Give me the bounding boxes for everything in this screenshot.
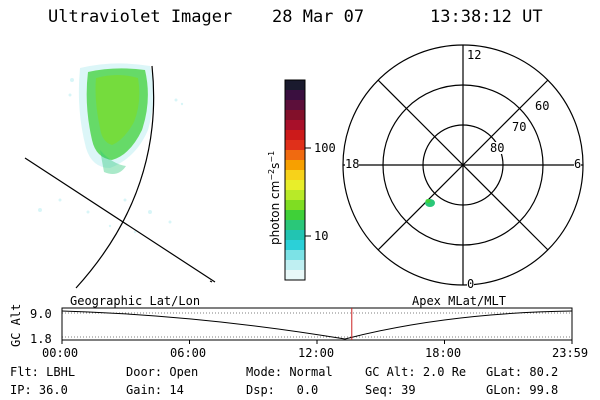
info-flt: Flt: LBHL (10, 365, 76, 379)
mlt-label-18: 18 (345, 157, 360, 171)
lat-label-70: 70 (512, 120, 527, 134)
timeline-altitude-curve (61, 310, 573, 340)
colorbar-cell (285, 100, 305, 111)
lat-label-60: 60 (535, 99, 550, 113)
info-glat: GLat: 80.2 (486, 365, 559, 379)
colorbar-tick-low-label: 10 (314, 229, 329, 243)
mlt-label-12: 12 (467, 48, 482, 62)
timeline-y-min: 1.8 (30, 332, 52, 346)
geographic-line-b (209, 280, 213, 283)
info-gain: Gain: 14 (126, 383, 184, 397)
info-gc-alt: GC Alt: 2.0 Re (365, 365, 467, 379)
info-ip: IP: 36.0 (10, 383, 68, 397)
colorbar-cell (285, 260, 305, 271)
timeline-y-max: 9.0 (30, 307, 52, 321)
timeline-tick-label-3: 18:00 (425, 346, 462, 360)
colorbar-cell (285, 150, 305, 161)
timeline-tick-label-4: 23:59 (552, 346, 589, 360)
timeline-tick-label-2: 12:00 (298, 346, 335, 360)
geographic-line-a (24, 157, 216, 283)
mlt-label-6: 6 (574, 157, 582, 171)
timeline-tick-label-0: 00:00 (42, 346, 79, 360)
colorbar-cell (285, 140, 305, 151)
lat-label-80: 80 (490, 141, 505, 155)
mlt-label-0: 0 (467, 277, 475, 291)
colorbar-cell (285, 230, 305, 241)
aurora-emission-blob (38, 63, 184, 234)
info-seq: Seq: 39 (365, 383, 416, 397)
colorbar-cell (285, 240, 305, 251)
colorbar-cell (285, 80, 305, 91)
colorbar-tick-high-label: 100 (314, 141, 336, 155)
colorbar-cell (285, 270, 305, 281)
observation-time: 13:38:12 UT (430, 7, 543, 27)
terminator-curve (75, 65, 155, 289)
polar-emission-spot (425, 199, 435, 207)
timeline-tick-label-1: 06:00 (170, 346, 207, 360)
colorbar-cell (285, 180, 305, 191)
polar-diagonal-b (377, 79, 549, 251)
info-glon: GLon: 99.8 (486, 383, 559, 397)
colorbar-cell (285, 200, 305, 211)
colorbar-cell (285, 110, 305, 121)
timeline-right-title: Apex MLat/MLT (412, 294, 506, 308)
colorbar-cell (285, 250, 305, 261)
colorbar-cell (285, 160, 305, 171)
info-door: Door: Open (126, 365, 199, 379)
instrument-title: Ultraviolet Imager (48, 7, 233, 27)
colorbar-cell (285, 130, 305, 141)
colorbar-cell (285, 170, 305, 181)
observation-date: 28 Mar 07 (272, 7, 365, 27)
info-dsp: Dsp: 0.0 (246, 383, 319, 397)
colorbar-cell (285, 190, 305, 201)
colorbar-cell (285, 90, 305, 101)
colorbar-cell (285, 120, 305, 131)
colorbar-cell (285, 210, 305, 221)
colorbar-cell (285, 220, 305, 231)
info-mode: Mode: Normal (246, 365, 333, 379)
timeline-left-title: Geographic Lat/Lon (70, 294, 201, 308)
